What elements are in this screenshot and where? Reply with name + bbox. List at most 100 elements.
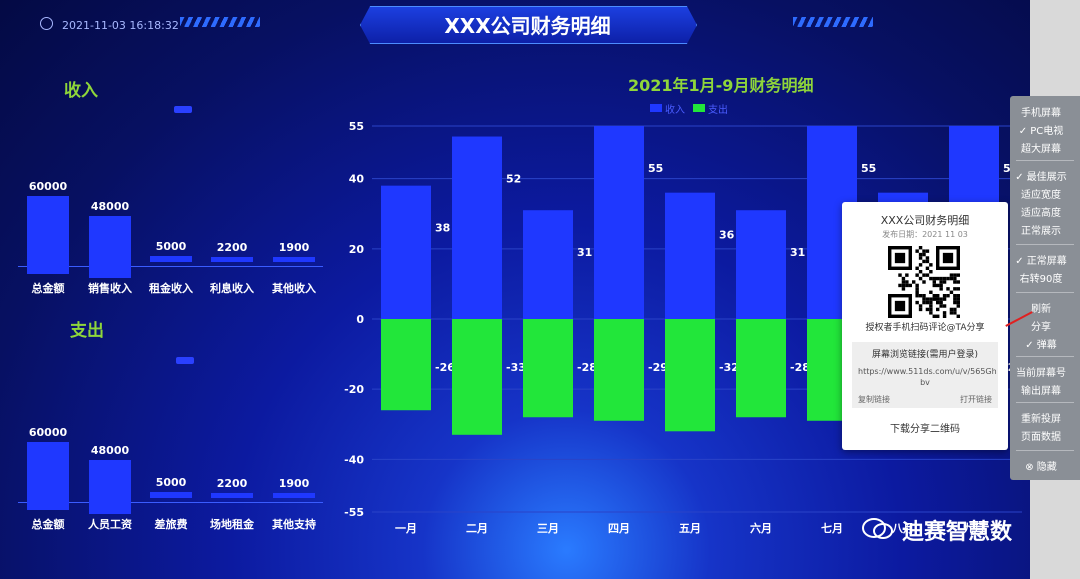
income-category-label: 总金额 [31, 282, 65, 295]
data-label: -32 [719, 361, 739, 374]
income-bar [381, 185, 431, 319]
clock-icon [40, 17, 53, 30]
top-bar: 2021-11-03 16:18:32 XXX公司财务明细 [0, 0, 1030, 46]
menu-item[interactable]: 适应宽度 [1021, 190, 1061, 201]
expense-axis [18, 502, 323, 503]
link-url[interactable]: https://www.511ds.com/u/v/565Gh bv [858, 367, 997, 387]
data-label: 55 [648, 162, 663, 175]
income-bar [27, 196, 69, 274]
menu-item[interactable]: 适应高度 [1021, 208, 1061, 219]
expense-value-label: 5000 [155, 476, 187, 490]
income-value-label: 5000 [155, 239, 187, 253]
qr-code-icon[interactable] [888, 246, 960, 318]
expense-bar [211, 493, 253, 498]
expense-category-label: 人员工资 [88, 518, 132, 531]
menu-item[interactable]: 页面数据 [1021, 432, 1061, 443]
menu-item[interactable]: 正常展示 [1021, 226, 1061, 237]
menu-item[interactable]: ✓ PC电视 [1018, 126, 1064, 137]
menu-item[interactable]: ⊗ 隐藏 [1025, 462, 1057, 473]
data-label: -29 [648, 361, 668, 374]
open-link-button[interactable]: 打开链接 [960, 395, 992, 404]
share-popup: XXX公司财务明细 发布日期：2021 11 03 授权者手机扫码评论@TA分享… [842, 202, 1008, 450]
data-label: 55 [861, 162, 876, 175]
menu-item[interactable]: 右转90度 [1019, 274, 1063, 285]
menu-separator [1016, 450, 1074, 451]
data-label: 31 [790, 246, 805, 259]
expense-bar [736, 319, 786, 418]
x-tick-label: 二月 [466, 522, 488, 535]
share-title: XXX公司财务明细 [880, 214, 970, 227]
download-qr-button[interactable]: 下载分享二维码 [890, 424, 960, 435]
menu-separator [1016, 292, 1074, 293]
expense-bar [665, 319, 715, 432]
display-menu: 手机屏幕 ✓ PC电视 超大屏幕 ✓ 最佳展示 适应宽度适应高度正常展示 ✓ 正常屏幕 右转… [1010, 96, 1080, 480]
y-tick-label: 20 [349, 243, 365, 256]
data-label: 52 [506, 173, 521, 186]
income-axis [18, 266, 323, 267]
chart-title: 2021年1月-9月财务明细 [628, 76, 814, 95]
income-bar [523, 210, 573, 319]
expense-value-label: 1900 [278, 477, 310, 490]
expense-value-label: 60000 [28, 426, 68, 439]
legend-expense-swatch [693, 104, 705, 112]
share-date: 发布日期：2021 11 03 [882, 230, 968, 239]
dashboard-stage: 2021-11-03 16:18:32 XXX公司财务明细 收入 支出 2021… [0, 0, 1030, 579]
income-category-label: 租金收入 [149, 282, 193, 295]
expense-bar [150, 492, 192, 498]
income-value-label: 60000 [28, 180, 68, 193]
income-bar [452, 136, 502, 319]
income-value-label: 2200 [216, 241, 248, 254]
data-label: 31 [577, 246, 592, 259]
income-category-label: 利息收入 [210, 282, 254, 295]
x-tick-label: 一月 [395, 522, 417, 535]
income-title: 收入 [64, 81, 98, 101]
x-tick-label: 八月 [891, 522, 914, 535]
expense-title: 支出 [70, 321, 104, 341]
menu-item[interactable]: 手机屏幕 [1021, 108, 1061, 119]
link-box: 屏幕浏览链接(需用户登录) https://www.511ds.com/u/v/… [852, 342, 998, 408]
copy-link-button[interactable]: 复制链接 [858, 395, 890, 404]
menu-item[interactable]: ✓ 弹幕 [1025, 340, 1057, 351]
menu-item[interactable]: 重新投屏 [1021, 414, 1061, 425]
data-label: -26 [435, 361, 455, 374]
menu-separator [1016, 244, 1074, 245]
expense-value-label: 48000 [90, 443, 130, 457]
menu-item[interactable]: ✓ 正常屏幕 [1015, 256, 1067, 267]
menu-item[interactable]: 输出屏幕 [1021, 386, 1061, 397]
expense-bar [523, 319, 573, 418]
income-legend-swatch [174, 106, 192, 113]
data-label: -33 [506, 361, 526, 374]
income-bar [665, 192, 715, 319]
menu-separator [1016, 356, 1074, 357]
y-tick-label: -40 [344, 453, 364, 466]
legend-income-label: 收入 [665, 105, 685, 116]
header-decoration-right [793, 17, 873, 27]
expense-bar [594, 319, 644, 421]
menu-item[interactable]: 分享 [1031, 322, 1051, 333]
menu-separator [1016, 402, 1074, 403]
data-label: 38 [435, 222, 450, 235]
menu-item[interactable]: 超大屏幕 [1021, 144, 1061, 155]
menu-item[interactable]: 刷新 [1031, 304, 1051, 315]
income-value-label: 1900 [278, 241, 310, 254]
y-tick-label: -20 [344, 383, 364, 396]
income-bar [273, 257, 315, 262]
income-category-label: 销售收入 [88, 282, 132, 295]
menu-item[interactable]: ✓ 最佳展示 [1015, 172, 1067, 183]
wechat-icon [862, 518, 894, 540]
expense-category-label: 差旅费 [154, 518, 188, 531]
expense-bar [27, 442, 69, 510]
y-tick-label: -55 [344, 506, 364, 519]
expense-bar [89, 459, 131, 514]
share-caption: 授权者手机扫码评论@TA分享 [865, 323, 985, 333]
expense-category-label: 其他支持 [272, 518, 316, 531]
data-label: -28 [790, 361, 810, 374]
income-value-label: 48000 [90, 199, 130, 213]
legend-income-swatch [650, 104, 662, 112]
menu-separator [1016, 160, 1074, 161]
watermark: 迪赛智慧数 [902, 520, 1013, 545]
income-bar [736, 210, 786, 319]
expense-bar [273, 493, 315, 498]
legend-expense-label: 支出 [708, 105, 728, 116]
menu-item[interactable]: 当前屏幕号 [1016, 368, 1066, 379]
